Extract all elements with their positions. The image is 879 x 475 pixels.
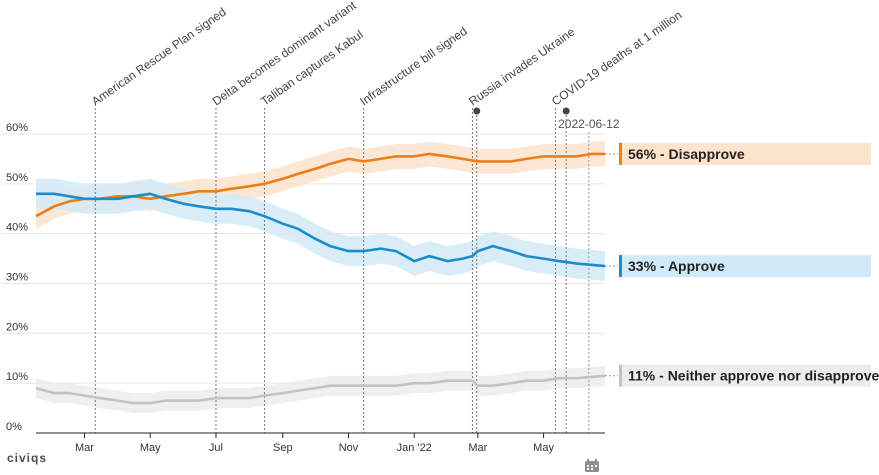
end-label-text: 33% - Approve	[628, 258, 725, 274]
y-tick-label: 30%	[6, 272, 28, 284]
x-tick-label: Jul	[209, 442, 223, 454]
calendar-icon[interactable]	[584, 459, 600, 473]
event-label: American Rescue Plan signed	[89, 5, 229, 109]
event-label: COVID-19 deaths at 1 million	[549, 8, 684, 109]
confidence-bands	[36, 141, 605, 414]
y-tick-label: 10%	[6, 371, 28, 383]
end-label-text: 11% - Neither approve nor disapprove	[628, 368, 879, 384]
y-tick-label: 40%	[6, 222, 28, 234]
axes: 0% 10% 20% 30% 40% 50% 60% Mar May Jul Sep Nov Jan '…	[6, 122, 605, 454]
x-tick-label: May	[140, 442, 161, 454]
y-tick-label: 60%	[6, 122, 28, 134]
x-tick-label: Mar	[468, 442, 487, 454]
end-label-text: 56% - Disapprove	[628, 146, 745, 162]
x-tick-label: May	[533, 442, 554, 454]
end-label-accent	[619, 255, 622, 278]
event-label: Infrastructure bill signed	[357, 24, 469, 109]
end-label-accent	[619, 142, 622, 165]
end-label-background	[619, 142, 871, 165]
x-tick-label: Nov	[339, 442, 359, 454]
series-line	[35, 374, 606, 405]
confidence-band	[36, 178, 605, 281]
civiqs-logo: civiqs	[7, 451, 48, 465]
y-tick-label: 0%	[6, 421, 22, 433]
confidence-band	[36, 365, 605, 414]
end-label-background	[619, 364, 871, 387]
x-tick-label: Sep	[273, 442, 293, 454]
end-labels: 56% - Disapprove 33% - Approve 11% - Neith…	[605, 142, 879, 387]
event-marker-dot	[562, 107, 570, 115]
x-tick-label: Jan '22	[397, 442, 432, 454]
hover-date-label: 2022-06-12	[558, 117, 620, 131]
x-tick-label: Mar	[75, 442, 94, 454]
series-lines	[35, 152, 606, 405]
y-tick-label: 50%	[6, 172, 28, 184]
event-marker-dot	[473, 107, 481, 115]
end-label-background	[619, 255, 871, 278]
end-label-accent	[619, 364, 622, 387]
y-tick-label: 20%	[6, 321, 28, 333]
series-line	[36, 192, 606, 268]
